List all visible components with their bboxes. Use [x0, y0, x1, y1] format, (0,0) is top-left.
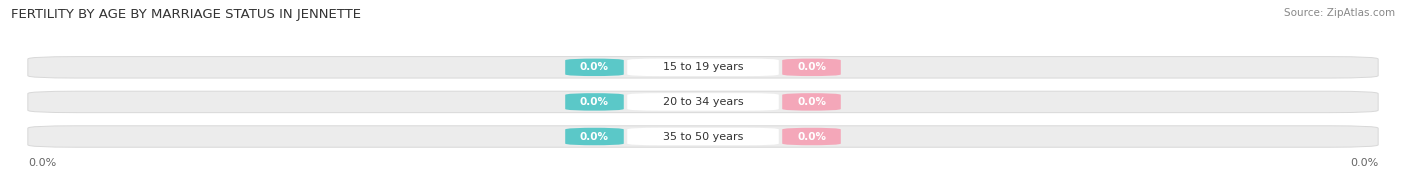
Text: 0.0%: 0.0% [797, 97, 825, 107]
Text: 0.0%: 0.0% [797, 62, 825, 72]
Text: 0.0%: 0.0% [581, 132, 609, 142]
Text: Source: ZipAtlas.com: Source: ZipAtlas.com [1284, 8, 1395, 18]
Text: 0.0%: 0.0% [28, 158, 56, 168]
Text: 0.0%: 0.0% [581, 97, 609, 107]
FancyBboxPatch shape [565, 93, 624, 111]
FancyBboxPatch shape [28, 57, 1378, 78]
FancyBboxPatch shape [627, 128, 779, 145]
FancyBboxPatch shape [782, 93, 841, 111]
Text: 0.0%: 0.0% [797, 132, 825, 142]
FancyBboxPatch shape [627, 93, 779, 111]
FancyBboxPatch shape [627, 59, 779, 76]
FancyBboxPatch shape [782, 128, 841, 145]
Text: 20 to 34 years: 20 to 34 years [662, 97, 744, 107]
Text: 0.0%: 0.0% [1350, 158, 1378, 168]
FancyBboxPatch shape [565, 128, 624, 145]
Text: 15 to 19 years: 15 to 19 years [662, 62, 744, 72]
Text: 0.0%: 0.0% [581, 62, 609, 72]
Text: 35 to 50 years: 35 to 50 years [662, 132, 744, 142]
FancyBboxPatch shape [782, 59, 841, 76]
FancyBboxPatch shape [28, 126, 1378, 147]
FancyBboxPatch shape [28, 91, 1378, 113]
FancyBboxPatch shape [565, 59, 624, 76]
Text: FERTILITY BY AGE BY MARRIAGE STATUS IN JENNETTE: FERTILITY BY AGE BY MARRIAGE STATUS IN J… [11, 8, 361, 21]
